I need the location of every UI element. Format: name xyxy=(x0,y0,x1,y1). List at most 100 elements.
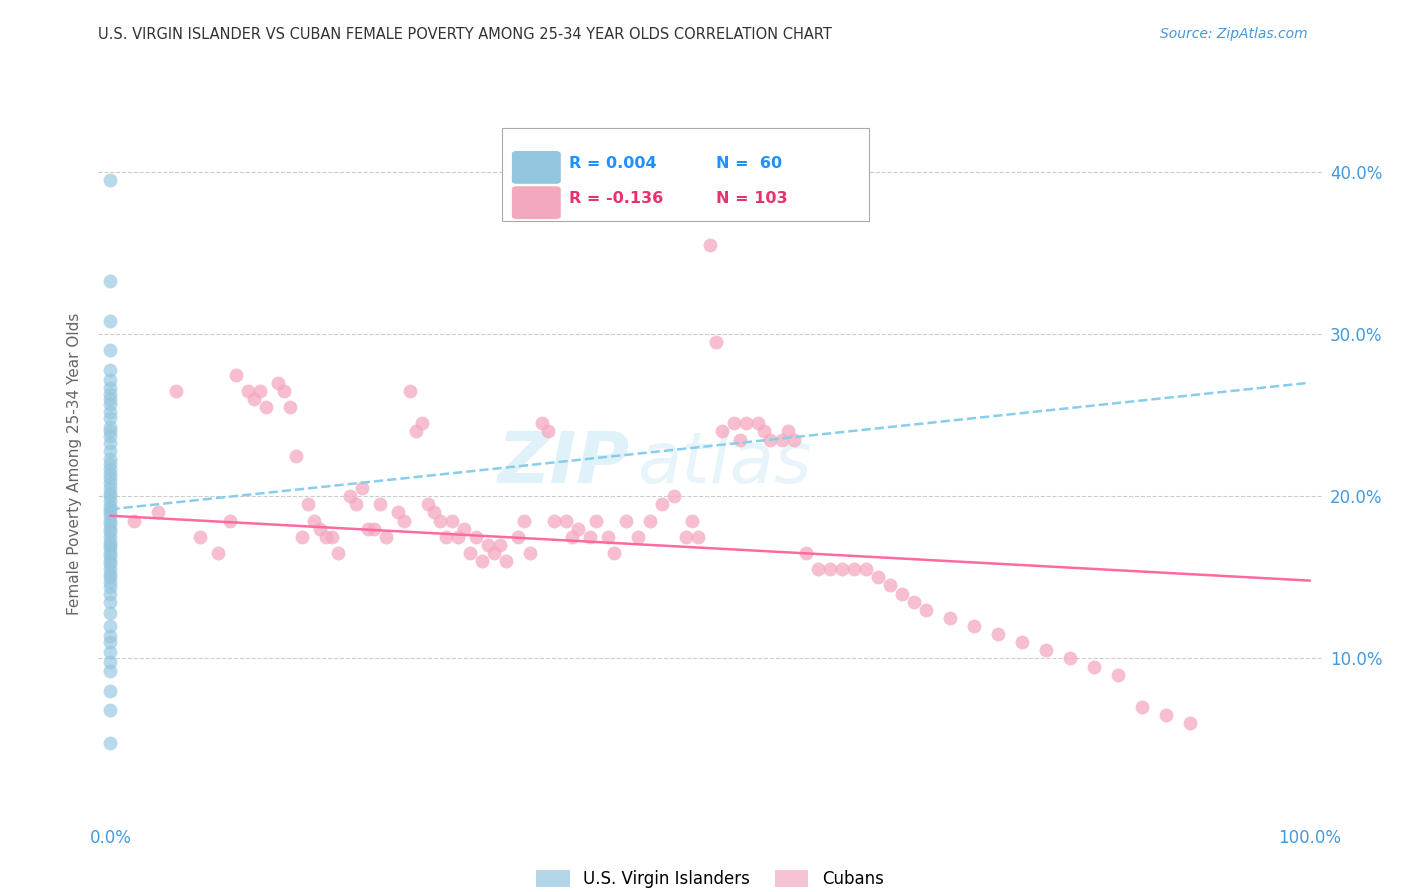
Point xyxy=(100,580,122,594)
Point xyxy=(1178,716,1201,731)
Point xyxy=(555,514,578,528)
Point xyxy=(238,384,260,398)
Point xyxy=(100,595,122,609)
Point xyxy=(219,514,242,528)
Point xyxy=(1011,635,1033,649)
FancyBboxPatch shape xyxy=(512,186,561,219)
Point xyxy=(399,384,422,398)
Point xyxy=(188,530,212,544)
Point xyxy=(100,530,122,544)
Point xyxy=(638,514,661,528)
Point xyxy=(531,417,554,431)
Point xyxy=(681,514,703,528)
Point xyxy=(100,392,122,406)
Point xyxy=(686,530,709,544)
Point xyxy=(100,471,122,485)
Point xyxy=(267,376,290,390)
Point xyxy=(770,433,793,447)
FancyBboxPatch shape xyxy=(512,151,561,184)
Point xyxy=(100,703,122,717)
Point xyxy=(165,384,187,398)
Point xyxy=(1035,643,1057,657)
Point xyxy=(344,497,367,511)
Point xyxy=(842,562,865,576)
Point xyxy=(357,522,380,536)
Point xyxy=(309,522,332,536)
Point xyxy=(1130,700,1153,714)
Point xyxy=(100,452,122,467)
Point xyxy=(100,372,122,386)
Point xyxy=(285,449,308,463)
Point xyxy=(100,629,122,643)
Point xyxy=(243,392,266,406)
Point xyxy=(225,368,247,382)
Point xyxy=(776,425,799,439)
Point xyxy=(662,489,685,503)
Point xyxy=(254,400,277,414)
Point xyxy=(903,595,925,609)
Point xyxy=(441,514,464,528)
Point xyxy=(387,506,409,520)
Point xyxy=(100,567,122,582)
Point xyxy=(392,514,416,528)
Point xyxy=(100,173,122,187)
Text: N = 103: N = 103 xyxy=(716,192,787,206)
Point xyxy=(879,578,901,592)
Point xyxy=(100,419,122,434)
Point xyxy=(458,546,481,560)
Y-axis label: Female Poverty Among 25-34 Year Olds: Female Poverty Among 25-34 Year Olds xyxy=(67,313,83,615)
Point xyxy=(100,499,122,513)
Point xyxy=(100,363,122,377)
Point xyxy=(100,635,122,649)
Point xyxy=(747,417,769,431)
Point xyxy=(728,433,751,447)
Point xyxy=(471,554,494,568)
Point xyxy=(100,429,122,443)
Point xyxy=(100,508,122,523)
Point xyxy=(100,549,122,564)
Point xyxy=(614,514,637,528)
Point xyxy=(100,476,122,491)
Point xyxy=(100,387,122,401)
Point xyxy=(939,611,962,625)
Point xyxy=(100,575,122,590)
Point xyxy=(100,541,122,556)
Text: R = 0.004: R = 0.004 xyxy=(569,156,657,171)
Point xyxy=(482,546,505,560)
Point xyxy=(675,530,697,544)
Point xyxy=(508,530,530,544)
Point xyxy=(100,534,122,549)
Point xyxy=(100,736,122,750)
Point xyxy=(423,506,446,520)
Point xyxy=(100,645,122,659)
Point xyxy=(513,514,536,528)
Point xyxy=(100,467,122,481)
Point xyxy=(315,530,337,544)
Point xyxy=(100,314,122,328)
Point xyxy=(100,443,122,458)
Point xyxy=(321,530,343,544)
Point xyxy=(100,586,122,600)
Point xyxy=(561,530,583,544)
Point xyxy=(418,497,440,511)
Point xyxy=(375,530,398,544)
Point xyxy=(447,530,470,544)
Point xyxy=(651,497,673,511)
Point xyxy=(453,522,475,536)
Point xyxy=(866,570,889,584)
Point xyxy=(411,417,433,431)
Point xyxy=(100,405,122,419)
Point xyxy=(249,384,271,398)
Point xyxy=(429,514,451,528)
Point xyxy=(100,684,122,698)
Point xyxy=(537,425,560,439)
Point xyxy=(304,514,326,528)
Point xyxy=(100,655,122,669)
Point xyxy=(915,603,938,617)
Point xyxy=(339,489,361,503)
Point xyxy=(987,627,1010,641)
Point xyxy=(100,606,122,620)
Point xyxy=(100,570,122,584)
Point xyxy=(100,665,122,679)
Point xyxy=(352,481,374,495)
